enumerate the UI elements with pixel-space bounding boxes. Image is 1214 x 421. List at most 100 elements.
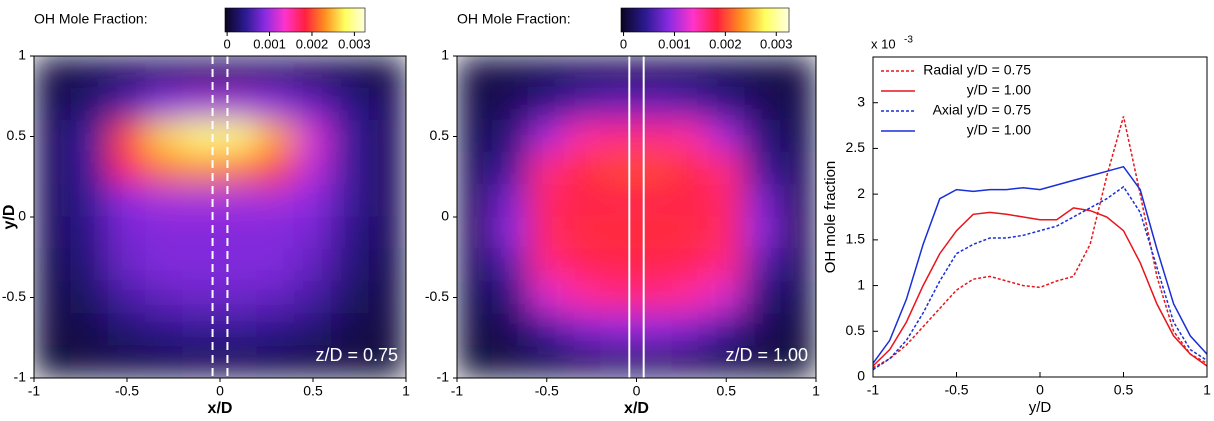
y-tick-label: 1	[857, 276, 865, 292]
heat-cell	[219, 280, 258, 315]
heat-cell	[145, 248, 184, 282]
heat-cell	[34, 152, 72, 186]
heat-cell	[636, 345, 673, 378]
heat-cell	[671, 248, 709, 282]
y-tick-label: 1	[18, 47, 26, 63]
heat-cell	[34, 313, 72, 347]
heat-cell	[107, 280, 147, 315]
heat-cell	[182, 248, 221, 282]
heat-cell	[671, 313, 709, 347]
x-tick-label: -0.5	[115, 383, 139, 399]
heat-cell	[743, 184, 781, 218]
colorbar-tick-label: 0.002	[709, 36, 742, 51]
heat-cell	[70, 313, 109, 347]
heat-cell	[492, 313, 530, 347]
heat-cell	[457, 345, 494, 378]
heat-cell	[219, 119, 258, 154]
heat-cell	[256, 56, 295, 89]
heat-cell	[743, 152, 781, 186]
heat-cell	[564, 87, 602, 121]
heat-cell	[457, 56, 494, 89]
heat-cell	[256, 345, 295, 378]
heat-cell	[600, 152, 637, 186]
heat-cell	[182, 313, 221, 347]
y-tick-label: 3	[857, 93, 865, 109]
heat-cell	[457, 152, 494, 186]
heat-cell	[528, 87, 566, 121]
heat-cell	[145, 313, 184, 347]
heat-cell	[293, 56, 333, 89]
colorbar	[620, 7, 790, 33]
y-tick-label: 0.5	[430, 127, 450, 143]
colorbar-tick-label: 0	[224, 36, 231, 51]
heat-cell	[331, 345, 370, 378]
colorbar	[224, 7, 366, 33]
heat-cell	[34, 248, 72, 282]
heat-cell	[564, 345, 602, 378]
heat-cell	[528, 216, 566, 250]
heat-cell	[70, 152, 109, 186]
heat-cell	[256, 248, 295, 282]
colorbar-tick-label: 0.001	[253, 36, 286, 51]
heat-cell	[636, 119, 673, 154]
heat-cell	[256, 87, 295, 121]
heat-cell	[34, 119, 72, 154]
heat-cell	[331, 56, 370, 89]
heat-cell	[368, 56, 406, 89]
heat-cell	[107, 345, 147, 378]
heat-cell	[219, 184, 258, 218]
heat-cell	[779, 248, 816, 282]
heat-cell	[600, 56, 637, 89]
heat-cell	[219, 87, 258, 121]
y-tick-label: -1	[437, 369, 450, 385]
heat-cell	[564, 56, 602, 89]
heat-cell	[779, 345, 816, 378]
heat-cell	[219, 56, 258, 89]
heat-cell	[457, 248, 494, 282]
heat-cell	[145, 184, 184, 218]
legend-label: Radial y/D = 0.75	[923, 62, 1031, 78]
heat-cell	[70, 119, 109, 154]
heat-cell	[707, 216, 745, 250]
heat-cell	[636, 313, 673, 347]
heat-cell	[182, 280, 221, 315]
heat-cell	[528, 184, 566, 218]
heat-cell	[457, 313, 494, 347]
heat-cell	[457, 119, 494, 154]
heat-cell	[107, 119, 147, 154]
x-axis-label: y/D	[1029, 399, 1052, 416]
heat-cell	[743, 280, 781, 315]
colorbar-tick-label: 0	[620, 36, 627, 51]
heat-cell	[293, 345, 333, 378]
heat-cell	[707, 313, 745, 347]
heat-cell	[671, 152, 709, 186]
y-tick-label: 2	[857, 185, 865, 201]
heat-cell	[528, 152, 566, 186]
heat-cell	[636, 56, 673, 89]
x-tick-label: -1	[28, 383, 41, 399]
colorbar-tick-label: 0.003	[338, 36, 371, 51]
x-tick-label: 0.5	[303, 383, 323, 399]
x-tick-label: -0.5	[535, 383, 559, 399]
colorbar-label: OH Mole Fraction:	[457, 11, 571, 27]
heat-cell	[671, 87, 709, 121]
heat-cell	[707, 184, 745, 218]
heat-cell	[779, 184, 816, 218]
colorbar-tick-label: 0.001	[658, 36, 691, 51]
x-tick-label: 1	[812, 383, 820, 399]
heat-cell	[145, 280, 184, 315]
x-axis-label: x/D	[208, 400, 233, 417]
heat-cell	[636, 248, 673, 282]
legend-label: y/D = 1.00	[967, 122, 1031, 138]
heat-cell	[600, 216, 637, 250]
heat-cell	[331, 313, 370, 347]
heat-cell	[779, 56, 816, 89]
heat-cell	[564, 313, 602, 347]
y-axis-label: OH mole fraction	[822, 161, 839, 274]
heat-cell	[70, 248, 109, 282]
heat-cell	[368, 345, 406, 378]
y-scale-base: x 10	[871, 36, 896, 51]
heat-cell	[600, 345, 637, 378]
heat-cell	[707, 56, 745, 89]
